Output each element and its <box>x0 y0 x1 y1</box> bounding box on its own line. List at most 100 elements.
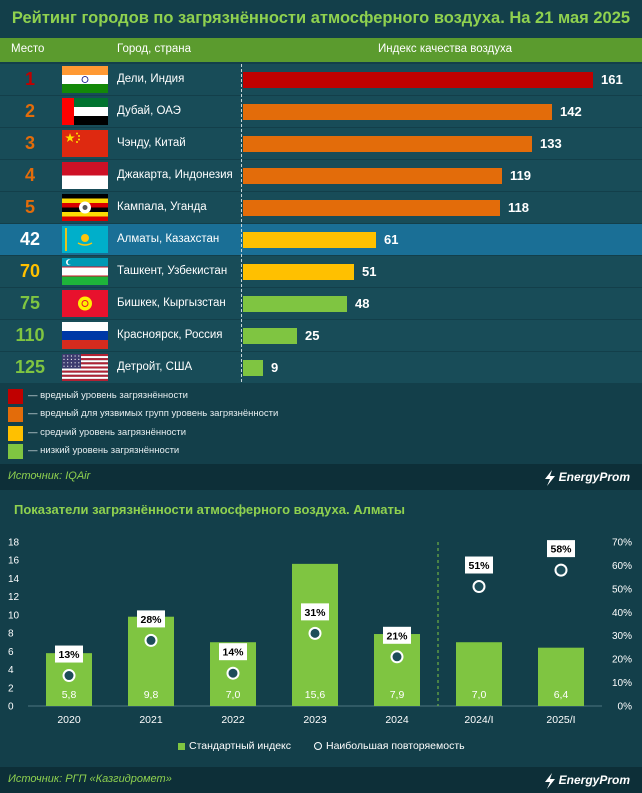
point-mark <box>390 650 404 664</box>
aqi-value: 142 <box>560 104 582 119</box>
energyprom-logo-2: EnergyProm <box>543 770 630 790</box>
aqi-value: 61 <box>384 232 399 247</box>
city-name: Красноярск, Россия <box>117 329 223 341</box>
rank-number: 110 <box>15 325 45 345</box>
india-flag-icon <box>62 66 108 93</box>
bar-value-label: 6,4 <box>554 689 569 701</box>
aqi-value: 48 <box>355 296 370 311</box>
city-name: Дели, Индия <box>117 73 185 85</box>
table-row: 75 Бишкек, Кыргызстан 48 <box>0 288 642 319</box>
header-index: Индекс качества воздуха <box>378 43 512 55</box>
rank-number: 125 <box>14 357 46 377</box>
y2-tick-label: 0% <box>618 702 633 713</box>
table-row: 110 Красноярск, Россия 25 <box>0 320 642 351</box>
point-label-box <box>301 603 329 621</box>
y2-tick-label: 20% <box>612 655 632 666</box>
city-name: Детройт, США <box>117 361 193 373</box>
point-mark <box>144 633 158 647</box>
legend-point-label: Наибольшая повторяемость <box>326 740 465 752</box>
chart2-title: Показатели загрязнённости атмосферного в… <box>14 502 405 517</box>
rank-number: 75 <box>19 293 41 313</box>
point-value-label: 51% <box>468 560 490 572</box>
point-label-box <box>137 610 165 628</box>
aqi-bar <box>243 72 593 88</box>
indonesia-flag-icon <box>62 162 108 189</box>
table-row: 4 Джакарта, Индонезия 119 <box>0 160 642 191</box>
bar-value-label: 7,0 <box>472 689 487 701</box>
table-row: 5 Кампала, Уганда 118 <box>0 192 642 223</box>
table-row: 2 Дубай, ОАЭ 142 <box>0 96 642 127</box>
legend-point-item: Наибольшая повторяемость <box>314 740 465 752</box>
bar-value-label: 7,9 <box>390 689 405 701</box>
aqi-bar <box>243 296 347 312</box>
header-rank: Место <box>11 43 45 55</box>
x-tick-label: 2024 <box>385 714 409 726</box>
x-tick-label: 2025/I <box>546 714 575 726</box>
kazakhstan-flag-icon <box>62 226 108 253</box>
x-tick-label: 2022 <box>221 714 245 726</box>
aqi-bar <box>243 264 354 280</box>
bar-mark <box>374 634 420 706</box>
uzbekistan-flag-icon <box>62 258 108 285</box>
aqi-bar <box>243 168 502 184</box>
aqi-value: 161 <box>601 72 623 87</box>
y-tick-label: 6 <box>8 647 14 658</box>
legend-point-swatch <box>314 742 322 751</box>
ranking-table: 1 Дели, Индия 161 2 Дубай, ОАЭ 142 3 Чэн… <box>0 64 642 384</box>
legend-bar-item: Стандартный индекс <box>178 740 291 752</box>
bar-mark <box>128 616 174 706</box>
lightning-icon <box>544 469 555 486</box>
logo-text: EnergyProm <box>558 470 630 484</box>
city-name: Джакарта, Индонезия <box>117 169 233 181</box>
bar-value-label: 15,6 <box>305 689 326 701</box>
rank-number: 70 <box>19 261 41 281</box>
point-mark <box>308 626 322 640</box>
x-tick-label: 2024/I <box>464 714 493 726</box>
page-title: Рейтинг городов по загрязнённости атмосф… <box>11 9 631 27</box>
aqi-value: 51 <box>362 264 377 279</box>
rank-number: 5 <box>24 197 35 217</box>
rank-number: 2 <box>24 101 35 121</box>
table-row: 125 Детройт, США 9 <box>0 352 642 383</box>
point-value-label: 31% <box>304 607 326 619</box>
legend-label: — вредный уровень загрязнённости <box>28 390 188 401</box>
y-tick-label: 2 <box>8 683 14 694</box>
uae-flag-icon <box>62 98 108 125</box>
usa-flag-icon <box>62 354 108 381</box>
point-value-label: 58% <box>550 544 572 556</box>
city-name: Кампала, Уганда <box>117 201 207 213</box>
y-tick-label: 14 <box>8 574 20 585</box>
y-tick-label: 0 <box>8 702 14 713</box>
legend-swatch <box>8 443 23 459</box>
x-tick-label: 2023 <box>303 714 327 726</box>
aqi-bar <box>243 360 263 376</box>
table-row: 70 Ташкент, Узбекистан 51 <box>0 256 642 287</box>
bar-mark <box>538 647 584 706</box>
rank-number: 3 <box>24 133 35 153</box>
legend-label: — средний уровень загрязнённости <box>28 426 187 438</box>
bar-mark <box>456 642 502 706</box>
city-name: Дубай, ОАЭ <box>117 105 181 117</box>
point-value-label: 13% <box>58 649 80 661</box>
axis-divider <box>241 64 242 382</box>
uganda-flag-icon <box>62 194 108 221</box>
table-row: 1 Дели, Индия 161 <box>0 64 642 95</box>
china-flag-icon <box>62 130 108 157</box>
source-text-2: Источник: РГП «Казгидромет» <box>8 773 172 785</box>
bar-value-label: 5,8 <box>62 689 77 701</box>
point-label-box <box>547 540 575 558</box>
legend-label: — низкий уровень загрязнённости <box>28 444 180 456</box>
y-tick-label: 16 <box>8 556 20 567</box>
point-label-box <box>55 645 83 663</box>
point-label-box <box>383 626 411 644</box>
point-value-label: 21% <box>386 630 408 642</box>
point-mark <box>554 563 568 577</box>
y-tick-label: 12 <box>8 592 20 603</box>
table-header: Место Город, страна Индекс качества возд… <box>0 38 642 62</box>
russia-flag-icon <box>62 322 108 349</box>
rank-number: 42 <box>19 229 41 249</box>
y2-tick-label: 10% <box>612 678 632 689</box>
header-city: Город, страна <box>117 43 192 55</box>
aqi-bar <box>243 232 376 248</box>
source-bar-2: Источник: РГП «Казгидромет» EnergyProm <box>0 767 642 793</box>
